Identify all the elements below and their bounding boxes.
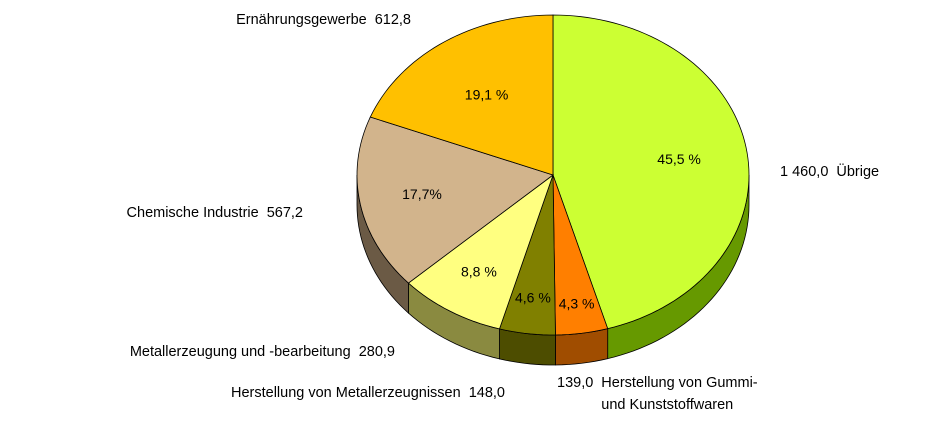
value-label: 567,2: [266, 205, 303, 221]
pie-slice: [356, 116, 554, 284]
value-label: 280,9: [358, 344, 395, 360]
pie-slice: [407, 173, 554, 330]
percent-label: 19,1 %: [465, 87, 509, 103]
category-label: Chemische Industrie 567,2: [127, 202, 303, 224]
category-label: 1 460,0 Übrige: [780, 161, 879, 183]
value-label: 612,8: [374, 12, 411, 28]
value-label: 139,0: [557, 375, 594, 391]
percent-label: 4,6 %: [515, 289, 551, 305]
pie-slice: [498, 174, 556, 336]
percent-label: 4,3 %: [559, 296, 595, 312]
category-name: Ernährungsgewerbe: [236, 12, 367, 28]
pie-slice: [552, 14, 750, 330]
category-name: Chemische Industrie: [126, 205, 259, 221]
value-label: 1 460,0: [780, 164, 829, 180]
value-label: 148,0: [468, 385, 505, 401]
category-label: Ernährungsgewerbe 612,8: [236, 9, 411, 31]
category-name: Herstellung von Metallerzeugnissen: [230, 385, 461, 401]
percent-label: 8,8 %: [461, 264, 497, 280]
pie-slice: [369, 14, 554, 176]
category-name: Metallerzeugung und -bearbeitung: [129, 344, 351, 360]
category-label: 139,0 Herstellung von Gummi- und Kunststo…: [557, 372, 758, 416]
category-label: Metallerzeugung und -bearbeitung 280,9: [130, 341, 395, 363]
pie-sides: [356, 174, 750, 366]
percent-label: 45,5 %: [657, 151, 701, 167]
pie-slice: [552, 174, 609, 336]
category-label: Herstellung von Metallerzeugnissen 148,0: [231, 382, 505, 404]
category-name: Übrige: [836, 164, 880, 180]
percent-label: 17,7%: [402, 186, 442, 202]
pie-tops: [356, 14, 750, 336]
category-name: Herstellung von Gummi- und Kunststoffwar…: [601, 375, 758, 413]
